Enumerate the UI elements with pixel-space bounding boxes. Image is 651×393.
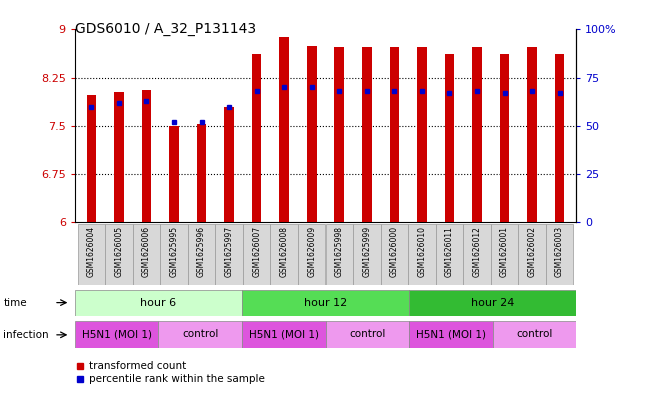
Bar [417,48,426,222]
Text: H5N1 (MOI 1): H5N1 (MOI 1) [81,329,152,340]
Bar [197,125,206,222]
Text: time: time [3,298,27,308]
Text: H5N1 (MOI 1): H5N1 (MOI 1) [249,329,319,340]
Bar [75,290,242,316]
Bar [353,224,381,285]
Text: GDS6010 / A_32_P131143: GDS6010 / A_32_P131143 [75,22,256,36]
Bar [105,224,133,285]
Bar [491,224,518,285]
Bar [133,224,160,285]
Bar [298,224,326,285]
Text: H5N1 (MOI 1): H5N1 (MOI 1) [416,329,486,340]
Bar [158,321,242,348]
Bar [493,321,576,348]
Text: GSM1625998: GSM1625998 [335,226,344,277]
Bar [160,224,187,285]
Text: transformed count: transformed count [89,361,186,371]
Text: GSM1626011: GSM1626011 [445,226,454,277]
Bar [445,54,454,222]
Bar [500,54,509,222]
Bar [242,321,326,348]
Bar [307,46,316,222]
Bar [362,48,372,222]
Bar [242,290,409,316]
Text: infection: infection [3,330,49,340]
Bar [87,95,96,222]
Bar [169,126,179,222]
Bar [215,224,243,285]
Text: GSM1626010: GSM1626010 [417,226,426,277]
Text: GSM1626003: GSM1626003 [555,226,564,277]
Bar [335,48,344,222]
Text: hour 6: hour 6 [141,298,176,308]
Text: GSM1626001: GSM1626001 [500,226,509,277]
Text: hour 24: hour 24 [471,298,514,308]
Bar [518,224,546,285]
Text: hour 12: hour 12 [304,298,347,308]
Bar [546,224,574,285]
Bar [555,54,564,222]
Text: GSM1626009: GSM1626009 [307,226,316,277]
Text: control: control [182,329,218,340]
Bar [527,48,537,222]
Bar [142,90,151,222]
Text: GSM1625997: GSM1625997 [225,226,234,277]
Bar [252,54,262,222]
Bar [381,224,408,285]
Text: GSM1625996: GSM1625996 [197,226,206,277]
Text: GSM1625999: GSM1625999 [363,226,371,277]
Bar [389,48,399,222]
Text: GSM1626006: GSM1626006 [142,226,151,277]
Text: GSM1626012: GSM1626012 [473,226,482,277]
Bar [464,224,491,285]
Bar [114,92,124,222]
Text: GSM1626004: GSM1626004 [87,226,96,277]
Text: GSM1626008: GSM1626008 [280,226,288,277]
Text: GSM1626000: GSM1626000 [390,226,399,277]
Bar [270,224,298,285]
Bar [326,321,409,348]
Bar [326,224,353,285]
Text: control: control [516,329,553,340]
Bar [279,37,289,222]
Text: control: control [349,329,385,340]
Text: percentile rank within the sample: percentile rank within the sample [89,374,265,384]
Text: GSM1625995: GSM1625995 [169,226,178,277]
Bar [436,224,464,285]
Bar [408,224,436,285]
Bar [243,224,270,285]
Bar [77,224,105,285]
Bar [187,224,215,285]
Bar [472,48,482,222]
Bar [225,107,234,222]
Text: GSM1626002: GSM1626002 [527,226,536,277]
Text: GSM1626007: GSM1626007 [252,226,261,277]
Bar [75,321,158,348]
Bar [409,321,493,348]
Text: GSM1626005: GSM1626005 [115,226,124,277]
Bar [409,290,576,316]
